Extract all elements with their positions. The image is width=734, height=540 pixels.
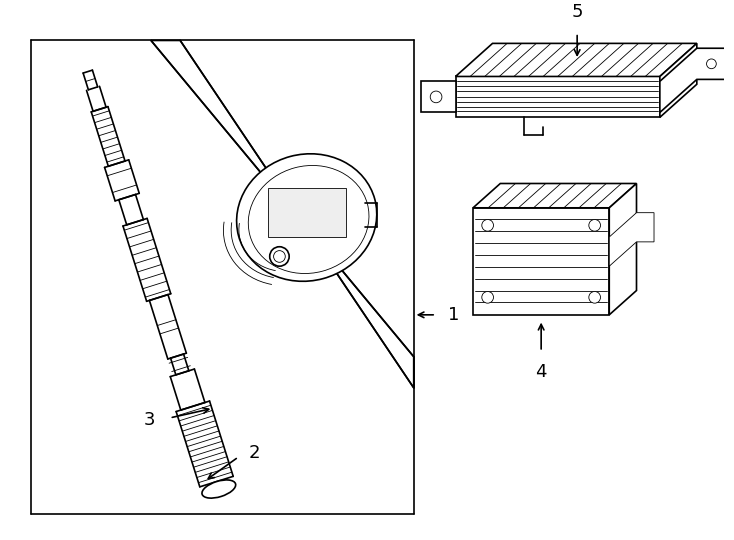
Polygon shape: [660, 48, 726, 112]
Text: 1: 1: [448, 306, 459, 324]
Polygon shape: [609, 213, 654, 266]
Polygon shape: [609, 184, 636, 315]
Circle shape: [482, 292, 493, 303]
Polygon shape: [473, 208, 609, 315]
Text: 5: 5: [571, 3, 583, 21]
Circle shape: [274, 251, 286, 262]
Polygon shape: [473, 184, 636, 208]
Polygon shape: [456, 77, 660, 117]
Text: 3: 3: [143, 411, 155, 429]
Text: 4: 4: [535, 363, 547, 381]
Circle shape: [589, 292, 600, 303]
Text: 2: 2: [248, 444, 260, 462]
Circle shape: [482, 219, 493, 231]
Polygon shape: [421, 82, 456, 112]
Circle shape: [269, 247, 289, 266]
Ellipse shape: [236, 154, 377, 281]
Circle shape: [707, 59, 716, 69]
Circle shape: [589, 219, 600, 231]
Polygon shape: [456, 43, 697, 77]
Ellipse shape: [202, 480, 236, 498]
Circle shape: [430, 91, 442, 103]
Polygon shape: [268, 188, 346, 237]
Polygon shape: [660, 43, 697, 117]
Polygon shape: [151, 40, 414, 388]
Ellipse shape: [248, 165, 369, 274]
